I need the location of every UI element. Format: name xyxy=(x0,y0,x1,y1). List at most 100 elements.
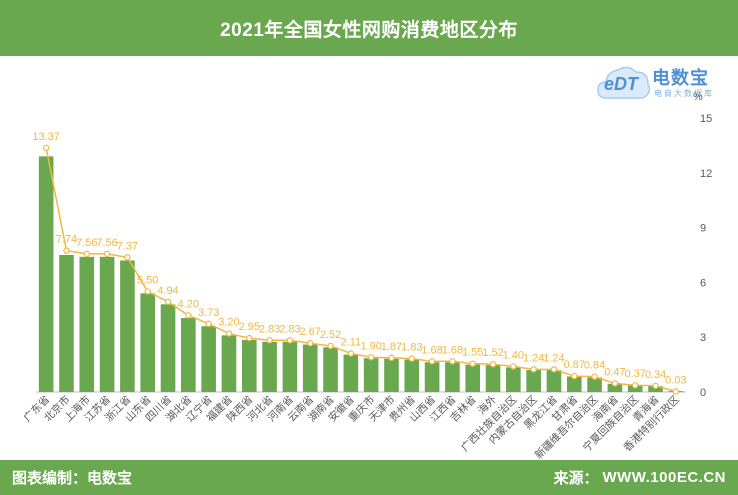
data-label: 2.11 xyxy=(341,336,362,348)
data-label: 1.52 xyxy=(482,347,503,359)
bar xyxy=(160,304,176,392)
bar xyxy=(363,358,379,392)
line-point xyxy=(103,250,111,258)
data-label: 1.24 xyxy=(523,352,544,364)
line-point xyxy=(367,354,375,361)
data-label: 0.03 xyxy=(665,374,686,386)
y-tick-label: 15 xyxy=(700,113,712,125)
cloud-logo-icon xyxy=(597,66,651,99)
bar xyxy=(404,359,420,392)
y-tick-label: 9 xyxy=(700,223,706,235)
data-label: 5.50 xyxy=(137,275,158,287)
line-point xyxy=(489,361,497,368)
data-label: 3.73 xyxy=(198,307,219,319)
chart-header: 2021年全国女性网购消费地区分布 xyxy=(0,0,738,56)
bar xyxy=(120,260,135,392)
data-label: 7.56 xyxy=(76,237,97,249)
bar xyxy=(302,344,318,392)
line-point xyxy=(42,144,50,151)
bar xyxy=(79,256,95,392)
y-tick-label: 0 xyxy=(700,387,706,399)
bar xyxy=(424,362,440,392)
data-label: 2.83 xyxy=(259,323,280,335)
data-label: 1.24 xyxy=(543,352,564,364)
line-point xyxy=(672,388,680,395)
footer-credit: 图表编制：电数宝 xyxy=(12,470,133,487)
bar xyxy=(445,362,460,392)
data-label: 1.68 xyxy=(442,344,463,356)
data-label: 1.90 xyxy=(360,340,381,352)
line-point xyxy=(510,363,517,370)
line-point xyxy=(286,337,294,344)
y-tick-label: 12 xyxy=(700,168,712,180)
y-tick-label: 3 xyxy=(700,332,706,344)
line-point xyxy=(327,342,334,350)
line-point xyxy=(144,288,151,295)
line-point xyxy=(63,247,70,254)
data-label: 4.20 xyxy=(178,298,199,310)
data-label: 7.74 xyxy=(56,234,77,246)
bar xyxy=(648,386,663,392)
data-label: 2.83 xyxy=(279,323,300,335)
bar xyxy=(59,255,74,392)
chart-title: 2021年全国女性网购消费地区分布 xyxy=(220,19,518,41)
data-label: 1.68 xyxy=(421,344,442,356)
data-label: 1.87 xyxy=(381,341,402,353)
data-label: 0.87 xyxy=(564,359,585,371)
data-label: 2.95 xyxy=(239,321,260,333)
data-label: 4.94 xyxy=(157,285,178,297)
data-label: 0.47 xyxy=(604,366,625,378)
bar xyxy=(506,367,521,392)
data-label: 2.67 xyxy=(300,326,321,338)
line-point xyxy=(388,354,395,362)
bar xyxy=(201,326,216,392)
line-point xyxy=(266,337,273,344)
data-label: 0.37 xyxy=(625,368,646,380)
line-point xyxy=(124,254,131,261)
logo-brand: 电数宝 xyxy=(652,68,709,88)
data-label: 1.83 xyxy=(401,342,422,354)
line-point xyxy=(408,355,415,362)
line-point xyxy=(449,358,456,365)
line-point xyxy=(246,334,253,342)
bar xyxy=(282,341,298,392)
bar xyxy=(465,364,481,392)
line-point xyxy=(469,360,476,367)
line-point xyxy=(591,373,598,380)
line-point xyxy=(428,358,436,365)
data-label: 1.40 xyxy=(503,349,524,361)
line-point xyxy=(632,382,639,389)
bar xyxy=(526,370,541,392)
line-point xyxy=(571,372,578,380)
line-point xyxy=(185,312,192,319)
footer-source-label: 来源： xyxy=(553,470,599,487)
line-point xyxy=(550,366,558,373)
data-label: 7.37 xyxy=(117,240,138,252)
data-label: 3.20 xyxy=(218,317,239,329)
bar xyxy=(241,339,257,392)
data-label: 1.55 xyxy=(462,347,483,359)
bar xyxy=(221,335,237,392)
y-tick-label: 6 xyxy=(700,277,706,289)
bar xyxy=(262,341,277,392)
footer-source-url: WWW.100EC.CN xyxy=(602,469,726,486)
bar xyxy=(343,354,359,392)
line-point xyxy=(611,380,619,387)
line-point xyxy=(307,340,314,347)
bar xyxy=(566,376,582,392)
bar xyxy=(384,358,399,392)
chart-footer: 图表编制：电数宝 来源： WWW.100EC.CN xyxy=(0,460,738,495)
data-label: 2.52 xyxy=(320,329,341,341)
line-point xyxy=(164,298,172,305)
bar xyxy=(627,385,643,392)
footer-source: 来源： WWW.100EC.CN xyxy=(553,467,726,488)
logo-tagline: 电商大数据库 xyxy=(654,89,714,98)
data-label: 7.56 xyxy=(96,237,117,249)
line-point xyxy=(225,330,233,337)
bar xyxy=(99,256,115,392)
edt-logo: eDT 电数宝 电商大数据库 xyxy=(596,60,716,106)
bar xyxy=(607,383,623,392)
bar xyxy=(140,293,156,392)
bar xyxy=(587,377,602,392)
